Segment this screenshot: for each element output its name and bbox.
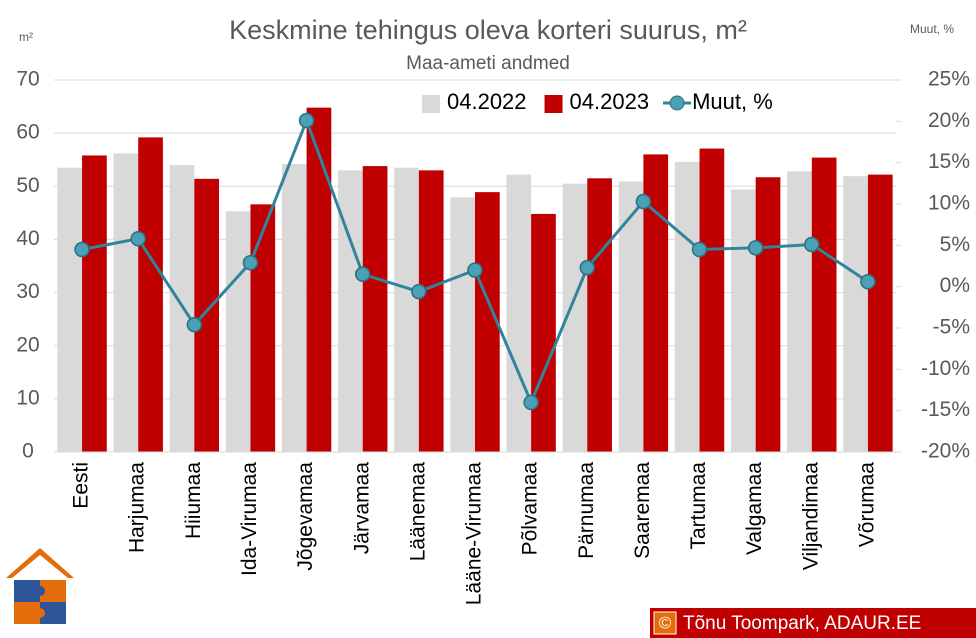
marker — [635, 193, 652, 210]
bar — [225, 211, 251, 452]
y2-tick-label: 25% — [928, 68, 970, 91]
x-tick-label: Järvamaa — [350, 462, 373, 555]
copyright-box — [653, 611, 677, 635]
legend-marker — [669, 95, 685, 111]
footer-box — [650, 608, 976, 638]
bar — [699, 148, 725, 452]
x-tick-label: Ida-Virumaa — [238, 462, 261, 576]
bar — [250, 204, 276, 452]
bar — [138, 137, 163, 452]
bar — [82, 155, 107, 452]
bar — [730, 189, 756, 452]
bar — [867, 174, 893, 452]
y2-tick-label: 20% — [928, 109, 970, 132]
y-tick-label: 20 — [16, 333, 39, 356]
marker — [579, 259, 596, 276]
marker — [467, 262, 483, 278]
x-tick-label: Võrumaa — [855, 462, 878, 548]
chart-subtitle: Maa-ameti andmed — [406, 53, 570, 74]
bar — [281, 163, 307, 453]
bar — [113, 153, 139, 452]
marker — [130, 230, 146, 247]
marker — [354, 266, 371, 283]
y-tick-label: 50 — [16, 174, 39, 197]
bar — [194, 178, 220, 453]
y2-tick-label: -15% — [921, 398, 970, 421]
legend-label: 04.2023 — [570, 89, 650, 114]
bar — [587, 178, 612, 453]
y2-tick-label: 0% — [940, 274, 970, 297]
bar — [394, 167, 419, 452]
x-tick-label: Saaremaa — [631, 462, 654, 559]
legend-swatch — [422, 95, 440, 113]
bar — [531, 213, 556, 452]
x-tick-label: Põlvamaa — [519, 462, 542, 556]
y2-tick-label: -20% — [921, 440, 970, 463]
x-tick-label: Eesti — [70, 462, 93, 509]
bar — [306, 107, 332, 453]
y-tick-label: 0 — [22, 440, 34, 463]
legend-label: Muut, % — [692, 89, 773, 114]
x-tick-label: Hiiumaa — [182, 462, 205, 539]
bar — [418, 170, 444, 453]
x-tick-label: Jõgevamaa — [294, 462, 317, 571]
y-tick-label: 30 — [16, 280, 39, 303]
x-tick-label: Lääne-Virumaa — [463, 462, 486, 606]
marker — [747, 240, 764, 256]
x-tick-label: Tartumaa — [687, 462, 710, 550]
plot-area: 0 10 20 30 40 50 60 70 -20% -15% -10% -5% 0% 5% 10% 15%… — [16, 68, 970, 606]
y-tick-label: 40 — [16, 227, 39, 250]
logo — [6, 548, 74, 624]
legend-label: 04.2022 — [447, 89, 527, 114]
y-tick-label: 10 — [16, 386, 39, 409]
marker — [242, 254, 259, 271]
bar — [57, 167, 83, 452]
bar — [674, 161, 700, 452]
y2-tick-label: -10% — [921, 357, 970, 380]
bar — [811, 157, 837, 453]
legend-background — [412, 86, 822, 120]
y2-tick-label: 5% — [940, 233, 970, 256]
bar — [843, 176, 868, 452]
y-axis-label: m² — [19, 30, 33, 44]
bar — [787, 171, 812, 453]
chart-title: Keskmine tehingus oleva korteri suurus, … — [229, 15, 747, 45]
marker — [186, 316, 203, 333]
y2-tick-label: -5% — [933, 316, 970, 339]
bar — [618, 181, 644, 452]
copyright-symbol: © — [659, 613, 672, 632]
bar — [755, 177, 781, 452]
bar — [506, 174, 532, 452]
footer-credit: Tõnu Toompark, ADAUR.EE — [683, 613, 921, 634]
y2-tick-label: 15% — [928, 150, 970, 173]
x-tick-label: Läänemaa — [406, 462, 429, 562]
y-tick-label: 60 — [16, 121, 39, 144]
legend-swatch — [544, 95, 563, 113]
x-tick-label: Harjumaa — [126, 462, 149, 553]
x-tick-label: Valgamaa — [743, 462, 766, 555]
bar — [362, 166, 388, 452]
marker — [804, 236, 820, 253]
marker — [298, 112, 315, 129]
x-tick-label: Viljandimaa — [799, 462, 822, 570]
marker — [691, 241, 708, 258]
bar — [450, 197, 475, 452]
marker — [74, 241, 90, 258]
y-tick-label: 70 — [16, 68, 39, 91]
legend: 04.2022 04.2023 Muut, % — [412, 86, 822, 120]
y2-tick-label: 10% — [928, 192, 970, 215]
marker — [411, 283, 427, 300]
marker — [860, 273, 876, 290]
y2-axis-label: Muut, % — [910, 22, 954, 36]
marker — [523, 394, 539, 411]
x-tick-label: Pärnumaa — [575, 462, 598, 559]
